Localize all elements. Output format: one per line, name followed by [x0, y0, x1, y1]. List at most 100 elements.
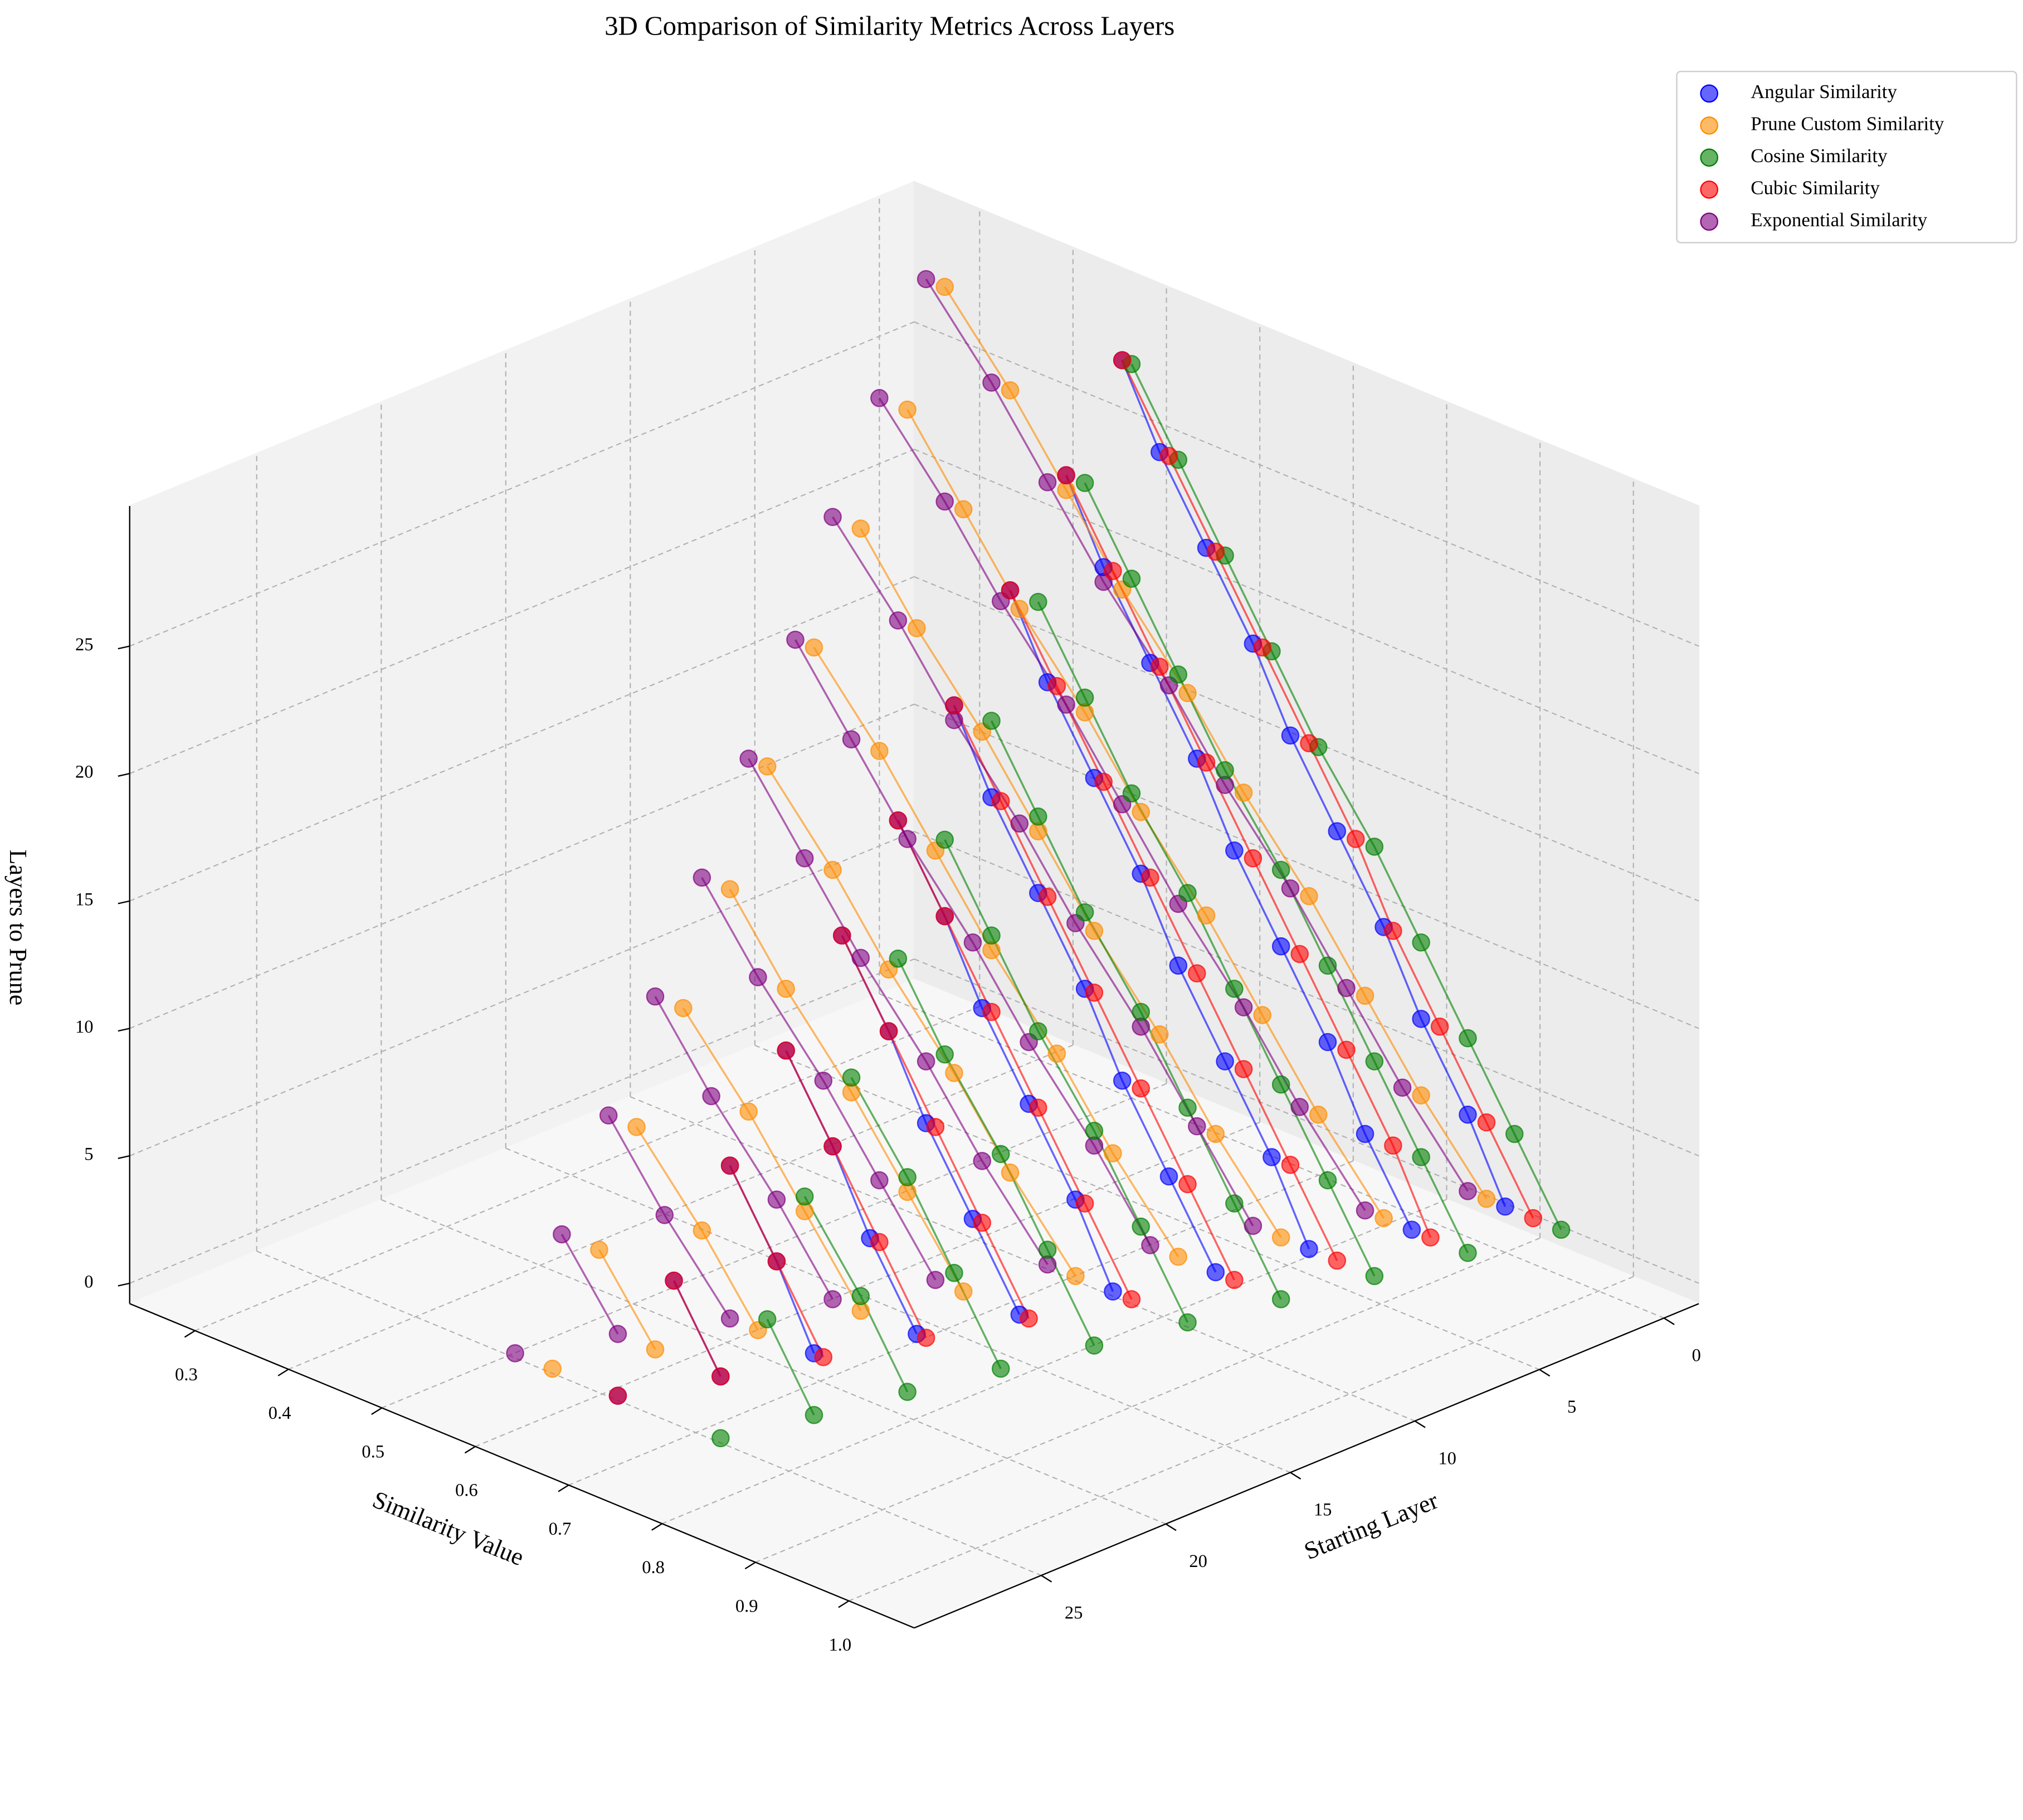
data-point — [1047, 677, 1066, 695]
data-point — [1281, 879, 1300, 898]
y-tick-label: 0.3 — [175, 1365, 198, 1385]
axis-line — [129, 1303, 915, 1629]
data-point — [1104, 1282, 1122, 1301]
data-point — [1225, 1194, 1244, 1213]
data-point — [1337, 979, 1356, 997]
data-point — [1085, 984, 1104, 1002]
data-point — [814, 1071, 833, 1090]
legend-label: Cubic Similarity — [1751, 177, 1880, 198]
data-point — [1459, 1244, 1477, 1262]
legend-label: Angular Similarity — [1751, 81, 1897, 103]
tick-mark — [184, 1330, 196, 1338]
data-point — [1356, 1201, 1374, 1220]
data-point — [711, 1367, 730, 1386]
data-point — [1075, 903, 1094, 922]
data-point — [945, 1064, 963, 1082]
data-point — [1365, 838, 1384, 856]
data-point — [693, 1221, 711, 1240]
data-point — [991, 1145, 1010, 1164]
series-line — [897, 820, 1133, 1300]
data-point — [917, 1328, 935, 1347]
data-point — [908, 619, 926, 638]
data-point — [1402, 1220, 1421, 1239]
legend-marker — [1700, 116, 1719, 135]
data-point — [1225, 980, 1244, 998]
legend-marker — [1700, 180, 1719, 199]
data-point — [954, 500, 973, 519]
data-point — [1244, 1216, 1262, 1235]
y-tick-label: 0.5 — [362, 1442, 384, 1462]
x-tick-label: 25 — [1065, 1603, 1083, 1623]
data-point — [1122, 784, 1141, 803]
data-point — [1141, 1236, 1159, 1254]
series-line — [766, 766, 1076, 1277]
x-tick-label: 10 — [1438, 1448, 1456, 1468]
data-point — [851, 948, 870, 967]
data-point — [1262, 1148, 1281, 1166]
data-point — [1150, 658, 1169, 676]
data-point — [1459, 1029, 1477, 1048]
data-point — [1001, 381, 1020, 400]
data-point — [898, 1383, 917, 1402]
tick-mark — [464, 1446, 476, 1454]
data-point — [608, 1325, 627, 1344]
data-point — [1075, 474, 1094, 492]
data-point — [1141, 868, 1159, 887]
data-point — [1178, 1175, 1197, 1194]
data-point — [1234, 784, 1253, 802]
data-point — [1197, 753, 1216, 772]
z-tick-label: 0 — [84, 1272, 93, 1292]
data-point — [823, 1137, 842, 1156]
tick-mark — [118, 1028, 130, 1032]
legend-label: Exponential Similarity — [1751, 209, 1928, 231]
legend-marker — [1700, 212, 1719, 231]
data-point — [1159, 446, 1178, 465]
y-tick-label: 0.6 — [455, 1481, 478, 1501]
data-point — [1365, 1052, 1384, 1070]
data-point — [1216, 1052, 1234, 1070]
data-point — [1197, 906, 1216, 925]
x-tick-label: 0 — [1692, 1346, 1701, 1366]
data-point — [1113, 1071, 1132, 1090]
y-tick-label: 0.8 — [642, 1558, 665, 1578]
data-point — [963, 933, 982, 952]
data-point — [1020, 1309, 1038, 1328]
data-point — [870, 389, 889, 407]
data-point — [1318, 1171, 1337, 1190]
data-point — [693, 868, 711, 887]
data-point — [982, 1003, 1001, 1021]
data-point — [823, 860, 842, 879]
data-point — [1347, 830, 1365, 848]
z-tick-label: 20 — [75, 762, 94, 782]
tick-mark — [118, 900, 130, 904]
data-point — [1300, 734, 1318, 753]
data-point — [1188, 964, 1206, 982]
data-point — [1309, 1105, 1328, 1124]
legend: Angular Similarity Prune Custom Similarit… — [1676, 71, 2017, 244]
data-point — [1085, 1122, 1104, 1140]
data-point — [805, 1405, 823, 1424]
series-line — [748, 758, 1049, 1266]
series-line — [785, 1050, 927, 1339]
x-tick-label: 5 — [1567, 1397, 1576, 1417]
data-point — [991, 792, 1010, 810]
data-point — [1225, 841, 1244, 860]
data-point — [1038, 1240, 1057, 1259]
legend-box — [1676, 71, 2017, 244]
data-point — [1318, 956, 1337, 975]
data-point — [1057, 695, 1075, 714]
legend-label: Cosine Similarity — [1751, 145, 1888, 167]
data-point — [758, 757, 777, 776]
series-line — [850, 1077, 1002, 1369]
data-point — [1271, 1228, 1290, 1247]
data-point — [935, 830, 954, 849]
data-point — [1244, 849, 1262, 868]
data-point — [1085, 922, 1104, 940]
data-point — [665, 1271, 683, 1290]
chart-title: 3D Comparison of Similarity Metrics Acro… — [605, 11, 1174, 41]
data-point — [1104, 1144, 1122, 1162]
tick-mark — [1663, 1317, 1675, 1325]
data-point — [646, 1340, 665, 1359]
y-tick-label: 0.4 — [269, 1403, 291, 1423]
data-point — [1029, 807, 1047, 826]
